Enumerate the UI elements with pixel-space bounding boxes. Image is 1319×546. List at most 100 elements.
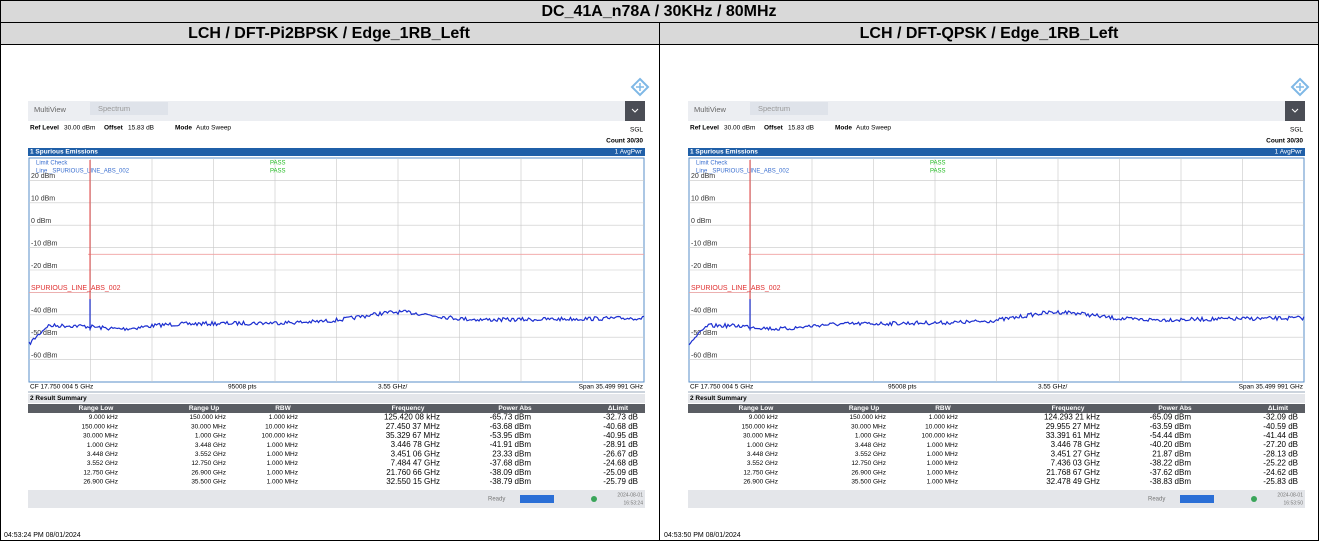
column-header: Power Abs <box>1158 405 1192 412</box>
table-cell: 3.451 27 GHz <box>1051 449 1100 458</box>
logo <box>630 77 650 97</box>
icon <box>591 496 597 502</box>
table-cell: 12.750 GHz <box>83 469 118 476</box>
analyzer-screenshot: MultiView Spectrum Ref Level 30.00 dBm Offse… <box>688 77 1310 508</box>
column-header: Frequency <box>1052 405 1085 412</box>
table-cell: 3.448 GHz <box>87 451 118 458</box>
table-cell: 1.000 MHz <box>267 460 298 467</box>
span: Span 35.499 991 GHz <box>579 384 643 391</box>
progress <box>520 495 554 503</box>
table-cell: -38.83 dBm <box>1150 477 1192 486</box>
window-header <box>28 394 645 403</box>
table-cell: 150.000 kHz <box>190 414 227 421</box>
y-label: -10 dBm <box>31 240 58 247</box>
progress <box>1180 495 1214 503</box>
table-cell: -26.67 dB <box>603 449 638 458</box>
table-cell: 1.000 MHz <box>927 442 958 449</box>
logo <box>1296 83 1304 91</box>
table-cell: 3.446 78 GHz <box>1051 440 1100 449</box>
table-cell: 124.293 21 kHz <box>1044 413 1100 422</box>
setting: Auto Sweep <box>196 125 231 132</box>
pass: PASS <box>270 161 286 167</box>
y-label: -10 dBm <box>691 240 718 247</box>
table-cell: -37.62 dBm <box>1150 468 1192 477</box>
table-cell: 3.448 GHz <box>195 442 226 449</box>
y-label: 20 dBm <box>31 173 55 180</box>
table-cell: -32.09 dB <box>1263 413 1298 422</box>
y-label: -60 dBm <box>691 352 718 359</box>
table-cell: 1.000 MHz <box>927 460 958 467</box>
pass: PASS <box>930 161 946 167</box>
table-cell: -40.68 dB <box>603 422 638 431</box>
tab: Spectrum <box>758 104 790 113</box>
table-cell: -40.20 dBm <box>1150 440 1192 449</box>
div: 3.55 GHz/ <box>378 384 407 391</box>
timestamp: 04:53:50 PM 08/01/2024 <box>664 532 741 539</box>
table-cell: -28.13 dB <box>1263 449 1298 458</box>
y-label: -20 dBm <box>691 263 718 270</box>
column-header: RBW <box>935 405 951 412</box>
table-cell: 21.760 66 GHz <box>386 468 440 477</box>
y-label: 10 dBm <box>691 196 715 203</box>
table-cell: -41.44 dB <box>1263 431 1298 440</box>
table-cell: -41.91 dBm <box>490 440 532 449</box>
logo <box>636 83 644 91</box>
table-cell: 1.000 MHz <box>267 479 298 486</box>
table-cell: 26.900 GHz <box>191 469 226 476</box>
table-cell: 35.500 GHz <box>851 479 886 486</box>
window-title: 1 Spurious Emissions <box>690 149 758 156</box>
title: DC_41A_n78A / 30KHz / 80MHz <box>541 3 776 20</box>
span: Span 35.499 991 GHz <box>1239 384 1303 391</box>
column-header: Range Low <box>79 405 115 412</box>
panel-heading: LCH / DFT-Pi2BPSK / Edge_1RB_Left <box>188 25 470 42</box>
y-label: -50 dBm <box>31 330 58 337</box>
table-cell: 32.478 49 GHz <box>1046 477 1100 486</box>
table-cell: 1.000 GHz <box>195 433 226 440</box>
table-cell: 3.448 GHz <box>855 442 886 449</box>
logo <box>1290 77 1310 97</box>
setting: Ref Level <box>690 125 719 132</box>
table-cell: 30.000 MHz <box>851 423 886 430</box>
column-header: ΔLimit <box>608 405 629 412</box>
setting: Mode <box>175 125 192 132</box>
table-cell: 1.000 MHz <box>927 451 958 458</box>
window-header <box>688 148 1305 156</box>
limit-check: Limit Check <box>36 161 68 167</box>
table-cell: 35.329 67 MHz <box>386 431 440 440</box>
table-cell: -65.09 dBm <box>1150 413 1192 422</box>
column-header: Range Up <box>849 405 879 412</box>
table-cell: 26.900 GHz <box>743 479 778 486</box>
table-cell: 3.552 GHz <box>195 451 226 458</box>
table-cell: -32.73 dB <box>603 413 638 422</box>
table-cell: 125.420 08 kHz <box>384 413 440 422</box>
table-cell: 12.750 GHz <box>191 460 226 467</box>
window-header <box>28 148 645 156</box>
tab: MultiView <box>694 105 727 114</box>
table-cell: -38.79 dBm <box>490 477 532 486</box>
table-header <box>688 404 1305 413</box>
analyzer-screenshot: MultiView Spectrum Ref Level 30.00 dBm Offse… <box>28 77 650 508</box>
window-title: 2 Result Summary <box>690 395 747 402</box>
table-cell: -63.59 dBm <box>1150 422 1192 431</box>
trace-label: 1 AvgPwr <box>1275 149 1303 156</box>
limit-line-name: Line _SPURIOUS_LINE_ABS_002 <box>36 169 130 175</box>
table-cell: 10.000 kHz <box>925 423 958 430</box>
table-cell: 3.448 GHz <box>747 451 778 458</box>
y-label: -60 dBm <box>31 352 58 359</box>
table-cell: -25.83 dB <box>1263 477 1298 486</box>
setting: Auto Sweep <box>856 125 891 132</box>
column-header: Range Low <box>739 405 775 412</box>
table-cell: 7.436 03 GHz <box>1051 459 1100 468</box>
y-label: 20 dBm <box>691 173 715 180</box>
table-cell: 1.000 kHz <box>269 414 298 421</box>
pts: 95008 pts <box>228 384 257 391</box>
table-cell: -24.68 dB <box>603 459 638 468</box>
table-cell: 30.000 MHz <box>191 423 226 430</box>
y-label: -50 dBm <box>691 330 718 337</box>
y-label: -20 dBm <box>31 263 58 270</box>
table-cell: 150.000 kHz <box>82 423 119 430</box>
table-cell: 7.484 47 GHz <box>391 459 440 468</box>
tab: MultiView <box>34 105 67 114</box>
table-cell: 1.000 MHz <box>267 469 298 476</box>
table-cell: 21.87 dBm <box>1152 449 1191 458</box>
